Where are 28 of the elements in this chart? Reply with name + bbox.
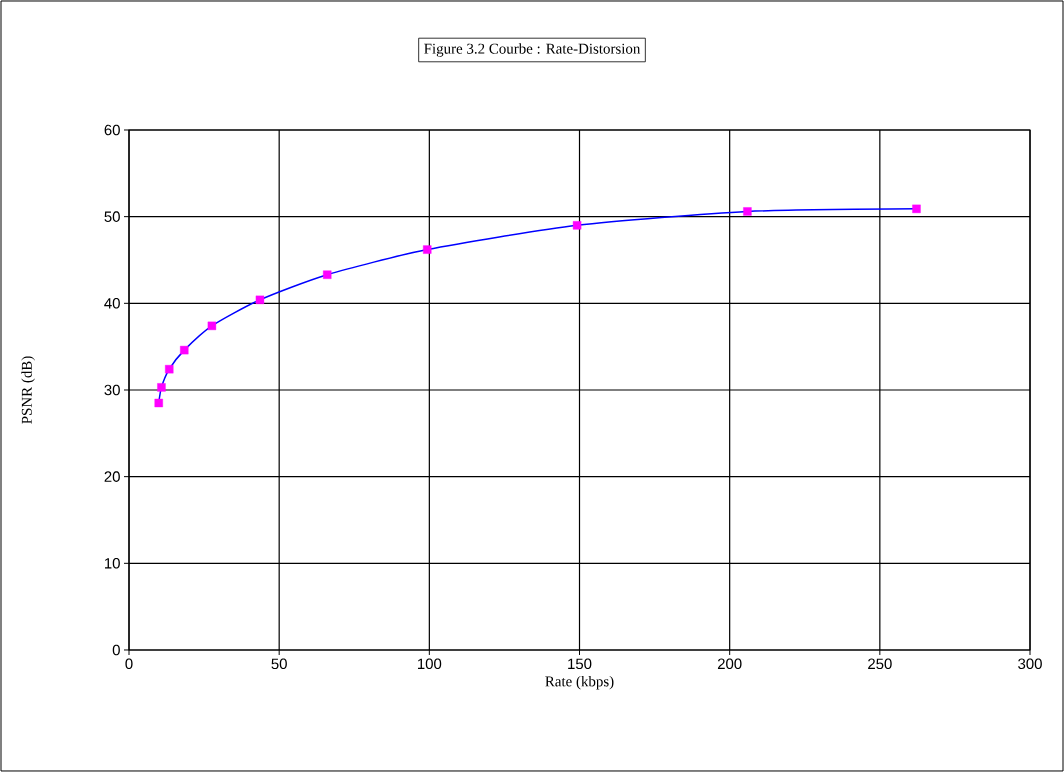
x-tick-label: 50 <box>271 658 287 670</box>
x-tick-label: 250 <box>868 658 892 670</box>
x-tick-label: 0 <box>125 658 133 670</box>
y-tick-label: 50 <box>104 211 120 222</box>
y-tick-label: 30 <box>104 384 120 396</box>
x-tick-label: 100 <box>418 658 442 670</box>
point <box>154 398 163 408</box>
x-tick-label: 300 <box>1018 658 1042 670</box>
point <box>180 345 189 355</box>
x-axis-title: Rate (kbps) <box>545 675 614 690</box>
y-tick-label: 20 <box>104 471 120 482</box>
point <box>157 383 166 392</box>
x-tick-label: 150 <box>568 658 592 670</box>
point <box>165 364 174 374</box>
chart-title: Figure 3.2 Courbe : Rate-Distorsion <box>424 43 641 57</box>
point <box>323 270 332 279</box>
point <box>572 221 582 230</box>
y-axis-title: PSNR (dB) <box>21 356 35 424</box>
y-tick-label: 40 <box>104 298 120 309</box>
point <box>207 321 217 331</box>
point <box>255 295 265 305</box>
y-tick-label: 0 <box>112 644 120 656</box>
point <box>423 245 432 254</box>
y-tick-label: 10 <box>105 558 120 569</box>
point <box>912 204 921 214</box>
y-tick-label: 60 <box>104 124 120 136</box>
x-tick-label: 200 <box>717 658 742 670</box>
point <box>743 207 752 216</box>
